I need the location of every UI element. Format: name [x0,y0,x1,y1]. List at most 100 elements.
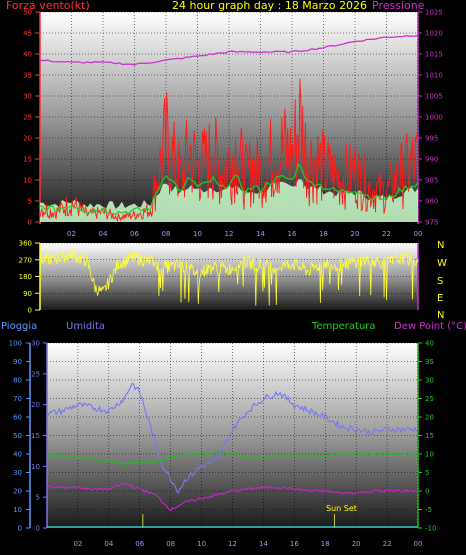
y-tick-label-temperature: 15 [425,432,434,440]
y-tick-label-pressure: 1015 [425,51,443,59]
x-tick-label: 12 [225,230,234,238]
wind-average-series [39,162,419,215]
x-tick-label: 02 [67,230,76,238]
x-tick-label: 12 [228,540,237,548]
x-tick-label: 10 [197,540,206,548]
y-tick-label-humidity: 5 [36,494,40,502]
y-tick-label-temperature: 35 [425,358,434,366]
x-tick-label: 18 [319,230,328,238]
compass-n-bottom: N [437,310,445,321]
x-tick-label: 10 [193,230,202,238]
x-tick-label: 22 [382,230,391,238]
y-tick-label-pressure: 980 [425,198,438,206]
y-tick-label-rain: 50 [13,432,22,440]
y-tick-label-rain: 40 [13,451,22,459]
pressure-series [39,34,419,66]
dewpoint-label: Dew Point (°C) [394,321,466,332]
y-tick-label-rain: 90 [13,358,22,366]
y-tick-label-wind: 50 [23,9,32,17]
series-dew-point-c- [46,482,419,512]
compass-s: S [437,276,444,287]
y-tick-label-wind: 45 [23,30,32,38]
sunset-annotation: Sun Set [326,504,357,513]
y-tick-label-direction: 90 [23,290,32,298]
wind-pressure-panel: 0510152025303540455097598098599099510001… [23,9,443,239]
y-tick-label-wind: 20 [23,135,32,143]
compass-n-top: N [437,240,445,251]
chart-title: 24 hour graph day : 18 Marzo 2026 [172,0,368,12]
x-tick-label: 14 [256,230,265,238]
x-tick-label: 08 [166,540,175,548]
y-tick-label-pressure: 990 [425,156,438,164]
y-tick-label-temperature: 10 [425,451,434,459]
x-tick-label: 18 [321,540,330,548]
y-tick-label-rain: 100 [9,340,22,348]
x-tick-label: 16 [288,230,297,238]
y-tick-label-temperature: 25 [425,395,434,403]
y-tick-label-wind: 30 [23,93,32,101]
y-tick-label-pressure: 1020 [425,30,443,38]
humidity-temperature-panel: -10-505101520253035400102030405060708090… [9,340,437,549]
compass-w: W [437,258,447,269]
y-tick-label-temperature: -5 [425,506,432,514]
x-tick-label: 20 [352,540,361,548]
y-tick-label-wind: 40 [23,51,32,59]
x-tick-label: 00 [414,540,423,548]
y-tick-label-wind: 25 [23,114,32,122]
y-tick-label-direction: 0 [28,307,32,315]
wind-series [39,78,419,223]
x-tick-label: 04 [104,540,113,548]
y-tick-label-rain: 80 [13,377,22,385]
x-tick-label: 00 [414,230,423,238]
y-tick-label-direction: 360 [19,240,32,248]
y-tick-label-rain: 0 [18,525,22,533]
y-tick-label-direction: 180 [19,273,32,281]
x-tick-label: 08 [162,230,171,238]
y-tick-label-rain: 20 [13,488,22,496]
y-tick-label-temperature: 40 [425,340,434,348]
wind-label: Forza vento(kt) [6,0,90,12]
x-tick-label: 16 [290,540,299,548]
compass-e: E [437,293,444,304]
y-tick-label-rain: 30 [13,469,22,477]
y-tick-label-pressure: 1010 [425,72,443,80]
x-tick-label: 06 [135,540,144,548]
y-tick-label-wind: 5 [28,198,32,206]
y-tick-label-rain: 10 [13,506,22,514]
y-tick-label-pressure: 1005 [425,93,443,101]
y-tick-label-temperature: 30 [425,377,434,385]
y-tick-label-humidity: 25 [31,370,40,378]
x-tick-label: 14 [259,540,268,548]
rain-label: Pioggia [1,321,38,332]
y-tick-label-humidity: 15 [31,432,40,440]
y-tick-label-rain: 70 [13,395,22,403]
x-tick-label: 02 [73,540,82,548]
y-tick-label-humidity: 10 [31,463,40,471]
wind-direction-panel: 0 90 180 270 360 [19,240,419,315]
x-tick-label: 04 [99,230,108,238]
y-tick-label-direction: 270 [19,256,32,264]
humidity-label: Umidita [66,321,106,332]
y-tick-label-temperature: 0 [425,488,429,496]
gust-area [40,179,418,222]
y-tick-label-humidity: 30 [31,340,40,348]
y-tick-label-wind: 35 [23,72,32,80]
y-tick-label-temperature: 5 [425,469,429,477]
y-tick-label-pressure: 1025 [425,9,443,17]
x-tick-label: 06 [130,230,139,238]
series-temperatura [46,450,419,466]
y-tick-label-pressure: 1000 [425,114,443,122]
x-tick-label: 20 [351,230,360,238]
series-umidita [46,382,419,494]
y-tick-label-humidity: 20 [31,401,40,409]
y-tick-label-wind: 15 [23,156,32,164]
y-tick-label-pressure: 995 [425,135,438,143]
temperature-label: Temperatura [312,321,376,332]
pressure-label: Pressione [372,0,425,12]
y-tick-label-pressure: 985 [425,177,438,185]
y-tick-label-pressure: 975 [425,219,438,227]
direction-series [39,248,419,306]
y-tick-label-rain: 60 [13,414,22,422]
x-tick-label: 22 [383,540,392,548]
